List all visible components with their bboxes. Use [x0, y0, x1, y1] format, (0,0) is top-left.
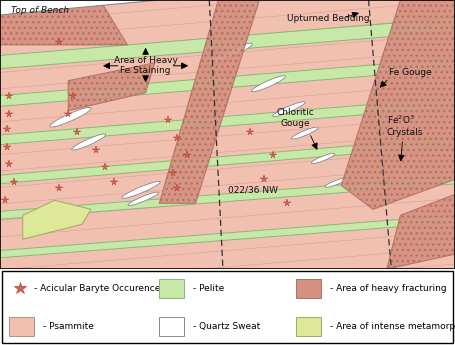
Text: Upturned Bedding: Upturned Bedding [287, 14, 369, 23]
Polygon shape [387, 194, 455, 269]
Bar [0, 0, 455, 269]
Text: - Acicular Baryte Occurence: - Acicular Baryte Occurence [34, 284, 161, 293]
Polygon shape [0, 0, 159, 15]
Polygon shape [0, 94, 455, 148]
Polygon shape [0, 0, 127, 45]
Ellipse shape [325, 177, 349, 187]
Bar [9, 317, 34, 336]
Text: - Area of intense metamorphism: - Area of intense metamorphism [330, 322, 455, 331]
Polygon shape [0, 172, 455, 219]
Bar [296, 317, 321, 336]
Text: Area of Heavy
Fe Staining: Area of Heavy Fe Staining [114, 56, 177, 76]
Polygon shape [0, 55, 455, 110]
Text: Top of Bench: Top of Bench [11, 7, 70, 16]
Ellipse shape [311, 154, 335, 164]
Polygon shape [159, 0, 259, 203]
Text: Fe Gouge: Fe Gouge [389, 68, 432, 77]
Ellipse shape [291, 127, 318, 139]
Ellipse shape [273, 102, 305, 117]
Ellipse shape [50, 107, 91, 127]
Bar [159, 279, 184, 298]
Polygon shape [68, 63, 155, 111]
Text: Fe$^2$O$^3$
Crystals: Fe$^2$O$^3$ Crystals [387, 114, 423, 137]
Ellipse shape [72, 134, 106, 150]
Text: Chloritic
Gouge: Chloritic Gouge [277, 108, 314, 128]
Ellipse shape [252, 76, 285, 92]
Bar [296, 279, 321, 298]
Polygon shape [0, 14, 455, 72]
Polygon shape [341, 0, 455, 209]
Ellipse shape [122, 181, 160, 198]
Text: - Quartz Sweat: - Quartz Sweat [193, 322, 261, 331]
Bar [159, 317, 184, 336]
Polygon shape [0, 212, 455, 258]
Text: - Area of heavy fracturing: - Area of heavy fracturing [330, 284, 446, 293]
Text: 022/36 NW: 022/36 NW [228, 186, 278, 195]
Text: - Psammite: - Psammite [43, 322, 94, 331]
Polygon shape [23, 200, 91, 239]
Polygon shape [0, 134, 455, 184]
Ellipse shape [207, 43, 253, 65]
Text: - Pelite: - Pelite [193, 284, 225, 293]
Ellipse shape [128, 192, 159, 206]
